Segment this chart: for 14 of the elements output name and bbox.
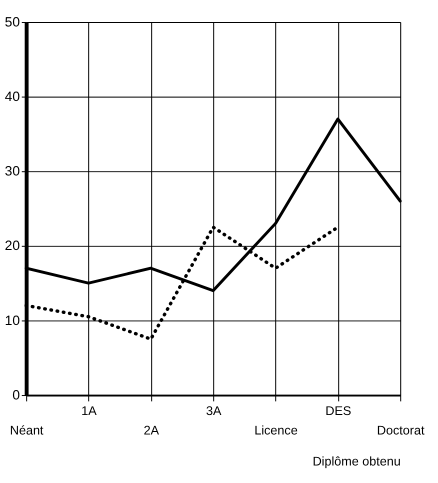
y-tick-label: 10 [4,312,20,328]
x-tick-label: DES [325,404,352,418]
x-tick-label: 3A [206,404,222,418]
x-tick-label: Néant [10,423,44,438]
x-tick-label: Doctorat [376,423,425,438]
y-tick-label: 20 [4,238,20,254]
x-tick-label: Licence [254,423,298,438]
y-tick-label: 30 [4,164,20,179]
x-tick-label: 2A [144,423,160,438]
y-tick-label: 0 [12,387,20,402]
x-axis-title: Diplôme obtenu [312,454,401,468]
y-tick-label: 40 [4,88,20,104]
y-tick-label: 50 [4,14,20,30]
x-tick-label: 1A [81,404,98,418]
